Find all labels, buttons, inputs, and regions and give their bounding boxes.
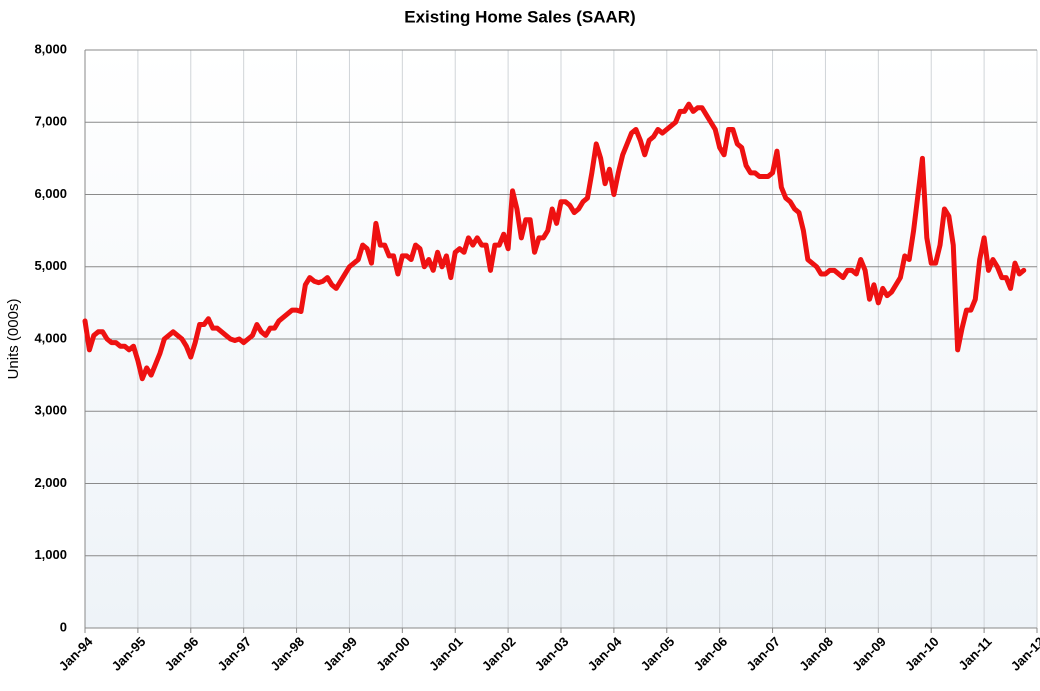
x-tick-label: Jan-96 — [162, 634, 202, 674]
x-tick-label: Jan-00 — [373, 634, 413, 674]
y-tick-label: 2,000 — [34, 475, 67, 490]
y-tick-label: 0 — [60, 619, 67, 634]
x-tick-label: Jan-98 — [267, 634, 307, 674]
x-tick-label: Jan-04 — [585, 633, 625, 673]
x-tick-label: Jan-03 — [532, 634, 572, 674]
x-tick-label: Jan-06 — [690, 634, 730, 674]
x-tick-label: Jan-01 — [426, 634, 466, 674]
y-axis-label: Units (000s) — [5, 299, 22, 380]
x-tick-label: Jan-07 — [743, 634, 783, 674]
y-tick-label: 7,000 — [34, 114, 67, 129]
x-tick-label: Jan-99 — [320, 634, 360, 674]
chart-title: Existing Home Sales (SAAR) — [404, 7, 635, 26]
y-tick-label: 5,000 — [34, 258, 67, 273]
x-tick-label: Jan-05 — [638, 634, 678, 674]
y-tick-label: 4,000 — [34, 330, 67, 345]
x-tick-label: Jan-12 — [1008, 634, 1040, 674]
x-tick-label: Jan-94 — [56, 633, 96, 673]
x-tick-label: Jan-97 — [214, 634, 254, 674]
x-tick-label: Jan-08 — [796, 634, 836, 674]
x-tick-label: Jan-09 — [849, 634, 889, 674]
y-tick-label: 3,000 — [34, 403, 67, 418]
x-tick-label: Jan-95 — [109, 634, 149, 674]
x-tick-label: Jan-10 — [902, 634, 942, 674]
x-tick-label: Jan-11 — [955, 634, 994, 673]
y-tick-label: 6,000 — [34, 186, 67, 201]
y-tick-label: 8,000 — [34, 41, 67, 56]
data-line — [82, 101, 1027, 382]
y-tick-label: 1,000 — [34, 547, 67, 562]
x-tick-label: Jan-02 — [479, 634, 519, 674]
